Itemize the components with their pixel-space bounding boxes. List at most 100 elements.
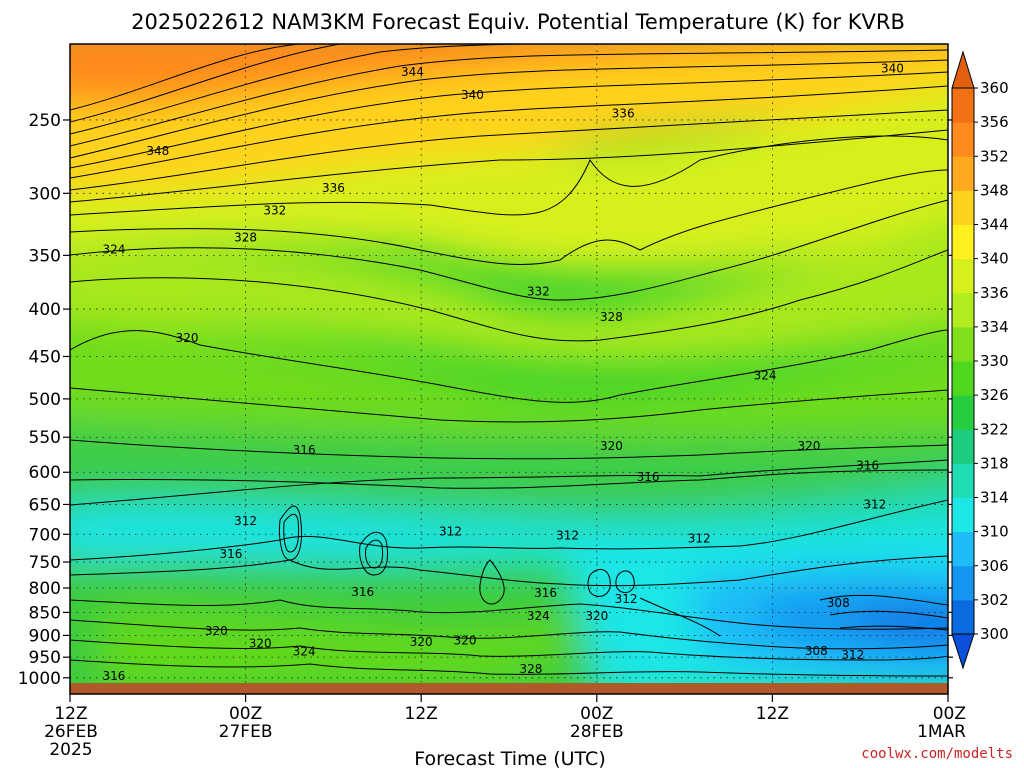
colorbar-tick-label: 322 [980, 420, 1009, 438]
y-tick-label: 400 [29, 300, 61, 320]
contour-label: 332 [263, 203, 286, 217]
contour-label: 340 [461, 88, 484, 102]
y-tick-label: 900 [29, 626, 61, 646]
colorbar-segment [952, 395, 974, 430]
contour-label: 336 [322, 181, 345, 195]
colorbar-segment [952, 224, 974, 260]
chart-title: 2025022612 NAM3KM Forecast Equiv. Potent… [131, 10, 905, 34]
colorbar-cap-bottom [951, 633, 975, 670]
contour-label: 312 [556, 528, 579, 542]
plot-border [69, 43, 949, 695]
y-tick-label: 450 [29, 347, 61, 367]
contour-label: 328 [234, 231, 257, 245]
colorbar-tick-label: 348 [980, 181, 1009, 199]
y-tick-label: 300 [29, 184, 61, 204]
contour-labels: 344 340 344 340 336 348 336 332 328 324 332 328 320 3… [102, 33, 904, 683]
contour-label: 320 [600, 439, 623, 453]
colorbar-tick-label: 306 [980, 557, 1009, 575]
x-tick-label-date: 26FEB [44, 722, 98, 742]
y-axis: 250 300 350 400 450 500 550 600 650 700 750 800 850 9… [18, 111, 953, 689]
x-tick-label-time: 00Z [580, 704, 613, 724]
colorbar-segment [952, 258, 974, 294]
contour-label: 316 [637, 470, 660, 484]
x-tick-label-date: 27FEB [219, 722, 273, 742]
colorbar-segment [952, 531, 974, 567]
colorbar-segment [952, 292, 974, 328]
y-tick-label: 850 [29, 603, 61, 623]
colorbar-segment [952, 565, 974, 601]
colorbar-segment [952, 190, 974, 225]
colorbar-segment [952, 326, 974, 362]
y-tick-label: 950 [29, 648, 61, 668]
contour-lines [70, 44, 948, 677]
colorbar-segment [952, 599, 974, 635]
contour-label: 316 [856, 458, 879, 472]
contour-label: 336 [612, 106, 635, 120]
theta-e-field: 344 340 344 340 336 348 336 332 328 324 332 328 320 3… [70, 33, 948, 683]
y-tick-label: 700 [29, 525, 61, 545]
x-tick-label-year: 2025 [49, 740, 92, 760]
colorbar-tick-label: 344 [980, 216, 1009, 234]
colorbar-tick-label: 300 [980, 625, 1009, 643]
colorbar-tick-label: 340 [980, 250, 1009, 268]
ground-strip [70, 683, 948, 694]
contour-label: 320 [798, 439, 821, 453]
colorbar-tick-label: 336 [980, 284, 1009, 302]
colorbar-segment [952, 88, 974, 123]
x-tick-label-time: 12Z [405, 704, 438, 724]
y-tick-label: 350 [29, 246, 61, 266]
contour-label: 324 [754, 369, 777, 383]
contour-label: 320 [454, 634, 477, 648]
x-tick-label-time: 00Z [933, 704, 966, 724]
contour-label: 316 [102, 669, 125, 683]
credit-text: coolwx.com/modelts [861, 746, 1013, 762]
contour-label: 344 [878, 33, 901, 47]
contour-label: 320 [585, 609, 608, 623]
x-tick-label-time: 12Z [756, 704, 789, 724]
y-tick-label: 750 [29, 553, 61, 573]
y-tick-label: 650 [29, 495, 61, 515]
colorbar-segment [952, 122, 974, 157]
colorbar-segment [952, 361, 974, 396]
contour-label: 312 [439, 524, 462, 538]
contour-label: 308 [805, 644, 828, 658]
colorbar-tick-label: 330 [980, 352, 1009, 370]
contour-label: 320 [249, 636, 272, 650]
colorbar-segment [952, 156, 974, 191]
y-tick-label: 250 [29, 111, 61, 131]
colorbar-cap-top [951, 50, 975, 89]
contour-label: 328 [519, 662, 542, 676]
contour-label: 316 [534, 586, 557, 600]
contour-label: 308 [827, 596, 850, 610]
contour-label: 312 [688, 531, 711, 545]
contour-label: 324 [527, 609, 550, 623]
contour-label: 316 [351, 585, 374, 599]
colorbar: 300 302 306 310 314 318 322 326 330 334 336 340 344 3… [951, 50, 1009, 670]
y-tick-label: 1000 [18, 669, 61, 689]
colorbar-tick-label: 360 [980, 79, 1009, 97]
x-tick-label-time: 00Z [229, 704, 262, 724]
x-axis-label: Forecast Time (UTC) [414, 748, 605, 768]
y-tick-label: 800 [29, 579, 61, 599]
colorbar-tick-label: 334 [980, 318, 1009, 336]
contour-label: 348 [146, 144, 169, 158]
contour-label: 320 [176, 331, 199, 345]
colorbar-tick-label: 318 [980, 454, 1009, 472]
x-tick-label-time: 12Z [54, 704, 87, 724]
contour-label: 324 [102, 243, 125, 257]
colorbar-tick-label: 352 [980, 147, 1009, 165]
contour-label: 312 [841, 648, 864, 662]
colorbar-segment [952, 463, 974, 498]
x-tick-label-date: 1MAR [917, 722, 966, 742]
colorbar-tick-label: 310 [980, 523, 1009, 541]
contour-label: 320 [410, 635, 433, 649]
gridlines [70, 44, 948, 683]
contour-label: 340 [881, 62, 904, 76]
contour-label: 316 [220, 547, 243, 561]
contour-label: 328 [600, 310, 623, 324]
contour-label: 332 [527, 285, 550, 299]
contour-label: 312 [234, 514, 257, 528]
colorbar-tick-label: 314 [980, 489, 1009, 507]
